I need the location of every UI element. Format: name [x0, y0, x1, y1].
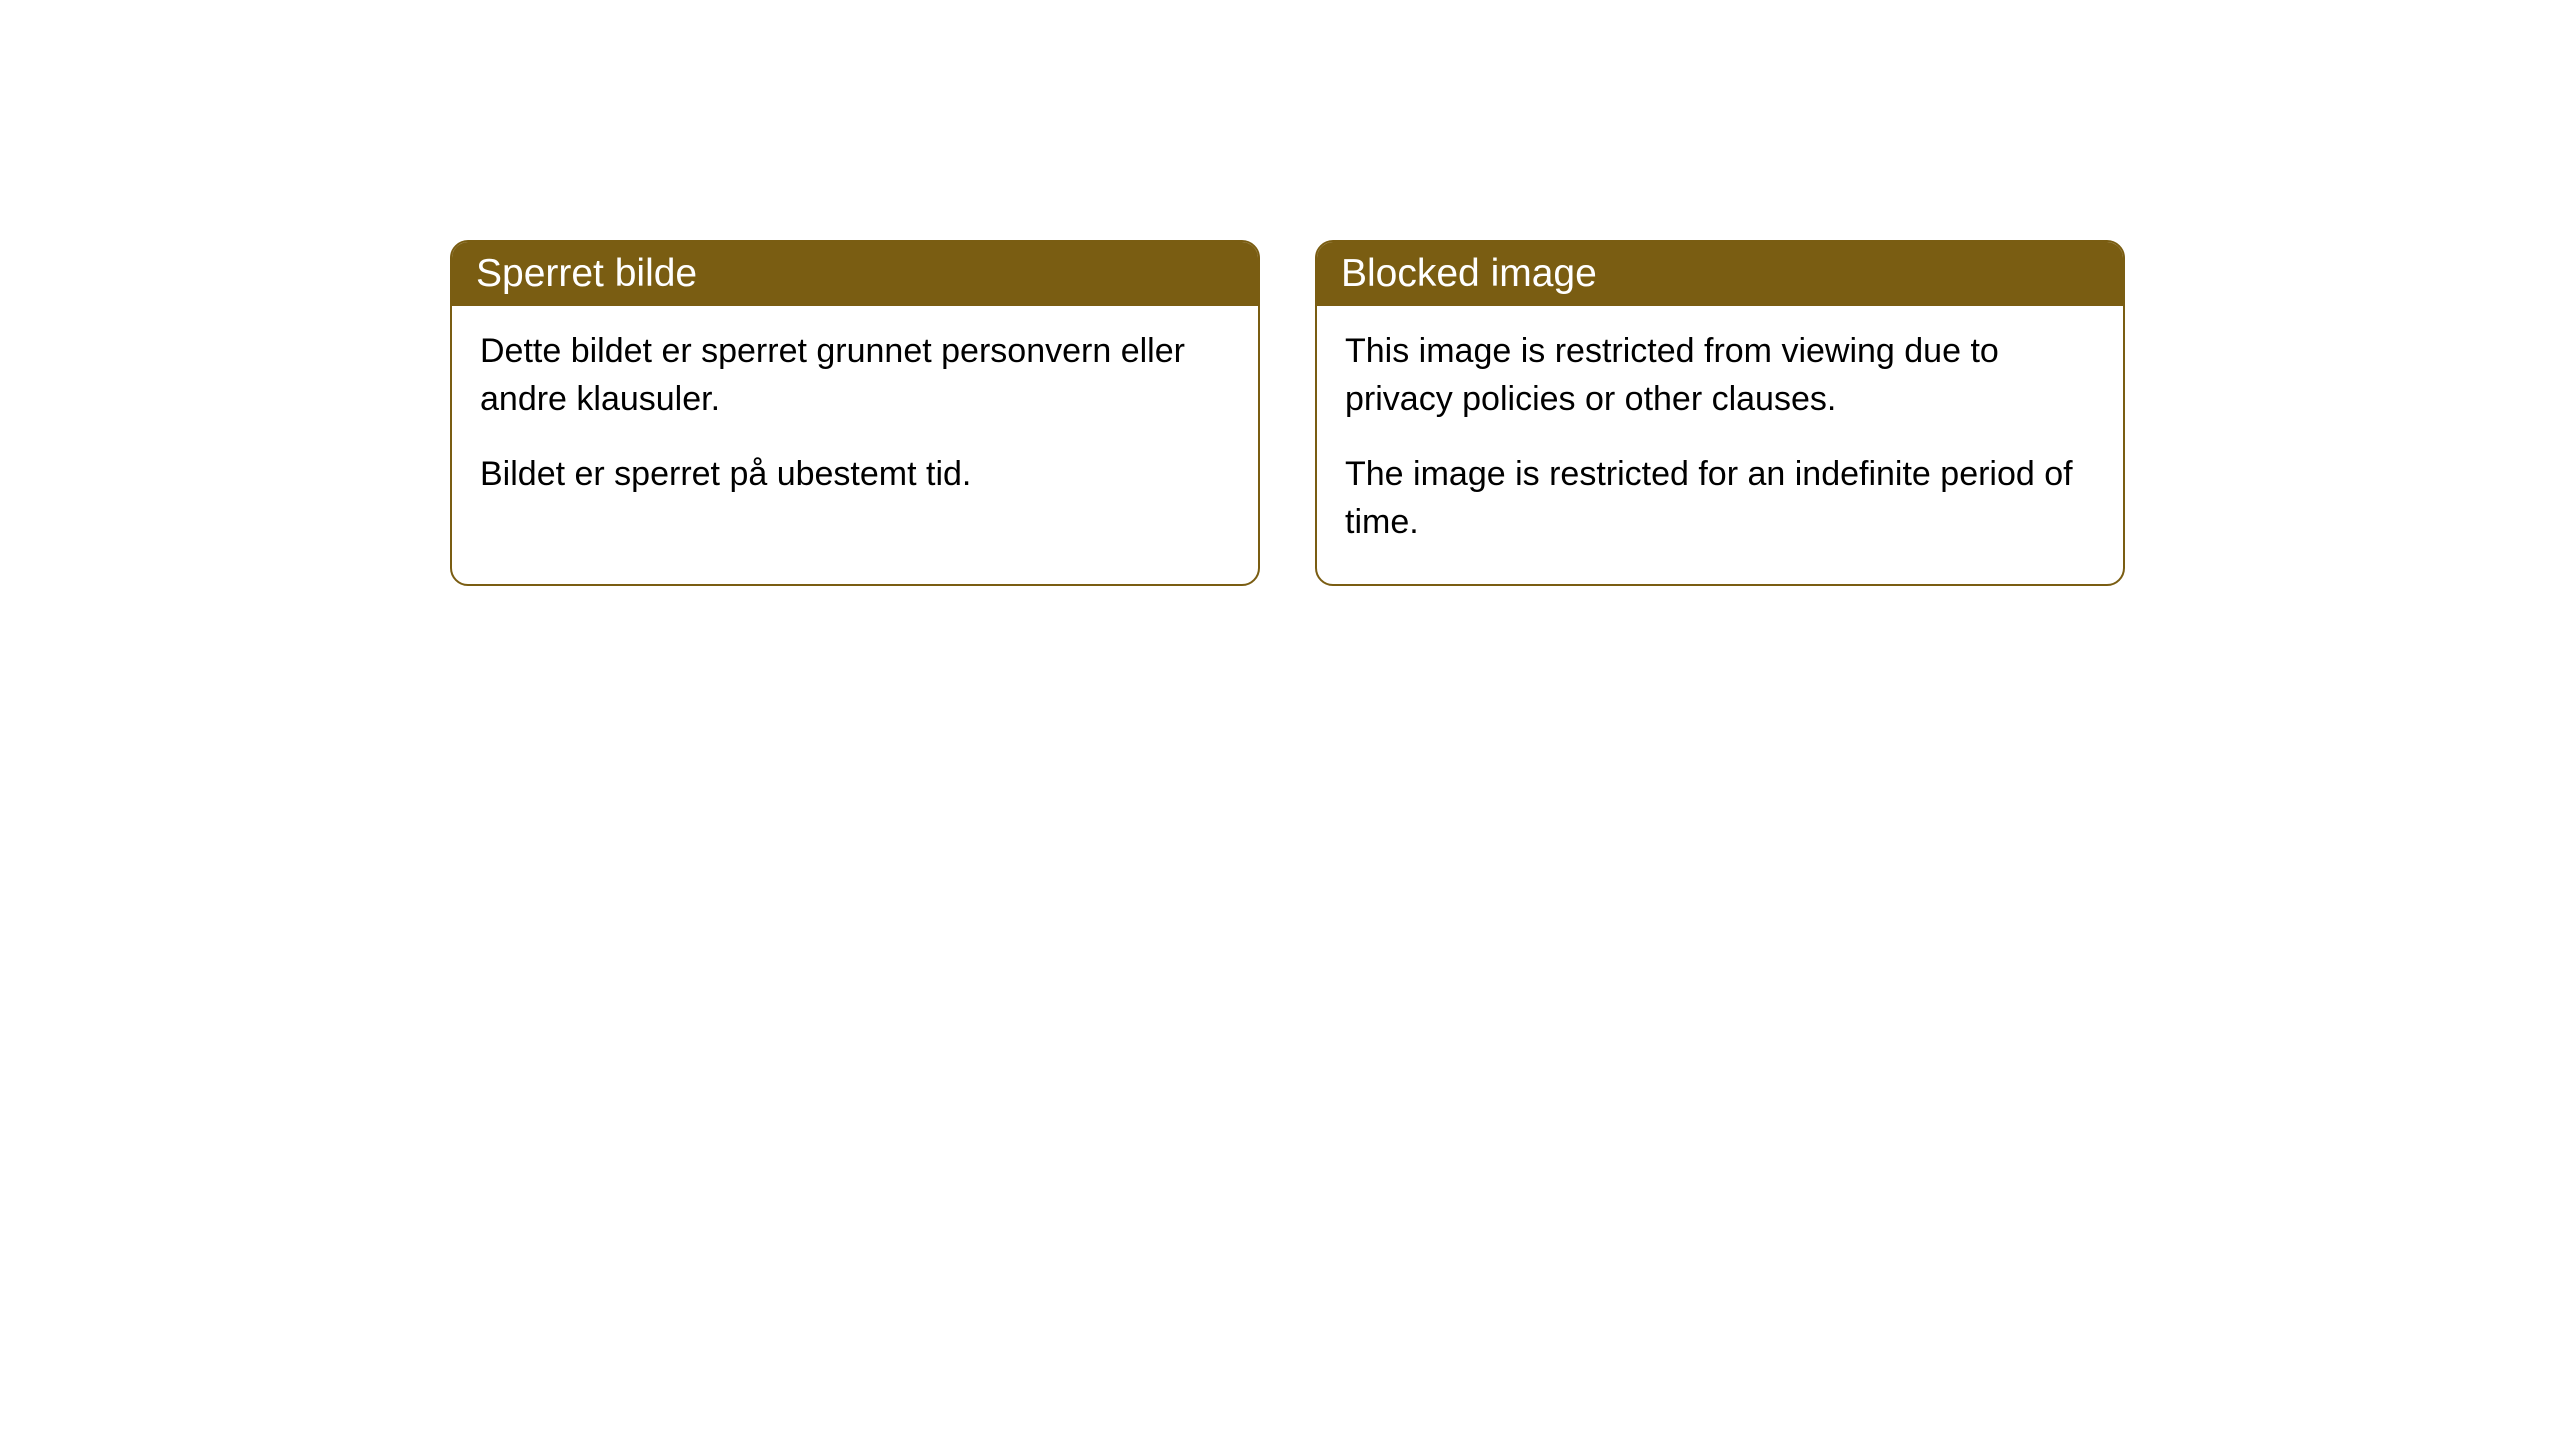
notice-cards-container: Sperret bilde Dette bildet er sperret gr… — [450, 240, 2125, 586]
notice-paragraph-1-norwegian: Dette bildet er sperret grunnet personve… — [480, 328, 1230, 423]
notice-paragraph-2-norwegian: Bildet er sperret på ubestemt tid. — [480, 451, 1230, 499]
card-body-english: This image is restricted from viewing du… — [1317, 306, 2123, 584]
card-header-english: Blocked image — [1317, 242, 2123, 306]
notice-paragraph-1-english: This image is restricted from viewing du… — [1345, 328, 2095, 423]
notice-paragraph-2-english: The image is restricted for an indefinit… — [1345, 451, 2095, 546]
blocked-image-card-english: Blocked image This image is restricted f… — [1315, 240, 2125, 586]
card-header-norwegian: Sperret bilde — [452, 242, 1258, 306]
blocked-image-card-norwegian: Sperret bilde Dette bildet er sperret gr… — [450, 240, 1260, 586]
card-body-norwegian: Dette bildet er sperret grunnet personve… — [452, 306, 1258, 537]
